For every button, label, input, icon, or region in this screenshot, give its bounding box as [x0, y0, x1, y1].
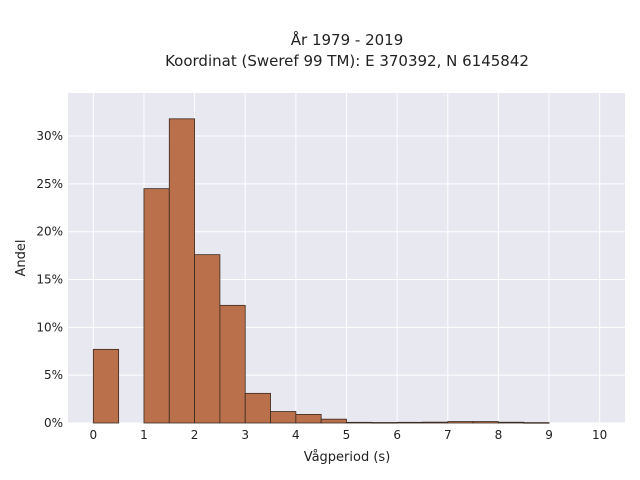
y-tick-labels: 0% 5% 10% 15% 20% 25% 30% [36, 129, 63, 430]
histogram-bar [422, 421, 449, 424]
histogram-bar [447, 421, 474, 424]
histogram-bar [498, 421, 525, 424]
x-tick-label: 8 [495, 428, 503, 442]
chart-title: År 1979 - 2019 [291, 30, 404, 49]
histogram-bar [346, 421, 373, 424]
y-tick-label: 20% [36, 225, 63, 239]
y-tick-label: 15% [36, 273, 63, 287]
histogram-bar [371, 422, 398, 424]
x-axis-label: Vågperiod (s) [304, 450, 391, 465]
x-tick-label: 10 [592, 428, 607, 442]
x-tick-label: 5 [343, 428, 351, 442]
histogram-bars [92, 118, 550, 424]
y-axis-label: Andel [14, 240, 29, 277]
histogram-bar [472, 421, 499, 424]
histogram-bar [168, 118, 195, 424]
histogram-bar [194, 254, 221, 424]
y-tick-label: 0% [44, 416, 63, 430]
histogram-bar [219, 304, 246, 424]
y-tick-label: 5% [44, 368, 63, 382]
y-tick-label: 30% [36, 129, 63, 143]
histogram-bar [320, 418, 347, 424]
x-tick-label: 3 [241, 428, 249, 442]
chart-subtitle: Koordinat (Sweref 99 TM): E 370392, N 61… [165, 52, 529, 70]
x-tick-label: 4 [292, 428, 300, 442]
x-tick-label: 2 [191, 428, 199, 442]
histogram-bar [523, 422, 550, 424]
histogram-bar [244, 392, 271, 424]
y-tick-label: 25% [36, 177, 63, 191]
x-tick-label: 9 [545, 428, 553, 442]
histogram-bar [143, 188, 170, 424]
histogram-bar [92, 348, 120, 424]
x-tick-label: 1 [140, 428, 148, 442]
x-tick-label: 6 [393, 428, 401, 442]
x-tick-label: 7 [444, 428, 452, 442]
histogram-bar [295, 413, 322, 424]
y-tick-label: 10% [36, 320, 63, 334]
x-tick-labels: 0 1 2 3 4 5 6 7 8 9 10 [89, 428, 607, 442]
histogram-bar [396, 421, 423, 424]
x-tick-label: 0 [89, 428, 97, 442]
histogram-bar [270, 411, 297, 424]
